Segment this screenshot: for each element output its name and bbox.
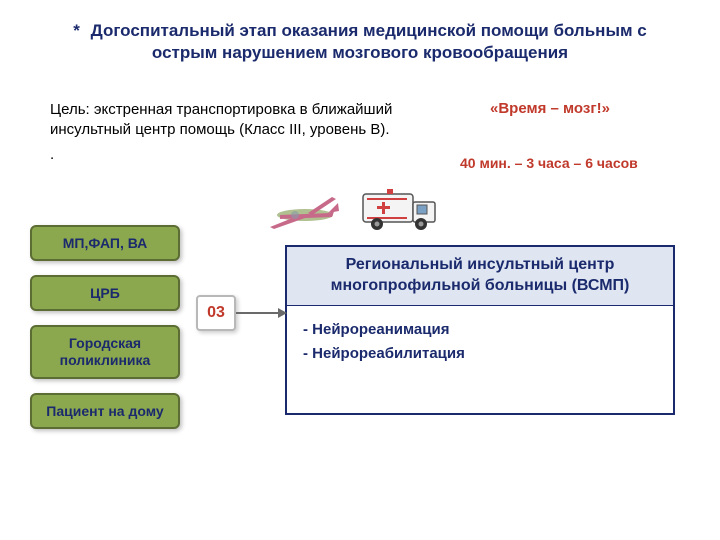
goal-dot: . <box>50 145 400 165</box>
neuro-rehab: - Нейрореабилитация <box>303 342 657 366</box>
goal-text: Цель: экстренная транспортировка в ближа… <box>50 100 400 165</box>
regional-center-box: Региональный инсультный центр многопрофи… <box>285 245 675 415</box>
goal-content: Цель: экстренная транспортировка в ближа… <box>50 101 392 138</box>
neuro-reanimation: - Нейрореанимация <box>303 318 657 342</box>
box-patient-home: Пациент на дому <box>30 393 180 430</box>
time-brain-label: «Время – мозг!» <box>490 100 610 117</box>
title-text-2: острым нарушением мозгового кровообращен… <box>152 43 568 62</box>
box-city-clinic: Городская поликлиника <box>30 325 180 379</box>
title-star: * <box>73 21 80 40</box>
ambulance-icon <box>355 182 445 237</box>
box-mp-fap-va: МП,ФАП, ВА <box>30 225 180 261</box>
box-crb: ЦРБ <box>30 275 180 311</box>
emergency-03-box: 03 <box>196 295 236 331</box>
regional-center-header: Региональный инсультный центр многопрофи… <box>287 247 673 306</box>
time-window-label: 40 мин. – 3 часа – 6 часов <box>460 155 638 171</box>
vehicles-group <box>260 180 460 240</box>
left-boxes-column: МП,ФАП, ВА ЦРБ Городская поликлиника Пац… <box>30 225 180 443</box>
plane-icon <box>260 185 350 240</box>
slide-title: * Догоспитальный этап оказания медицинск… <box>0 0 720 74</box>
regional-center-body: - Нейрореанимация - Нейрореабилитация <box>287 306 673 378</box>
title-text-1: Догоспитальный этап оказания медицинской… <box>91 21 647 40</box>
